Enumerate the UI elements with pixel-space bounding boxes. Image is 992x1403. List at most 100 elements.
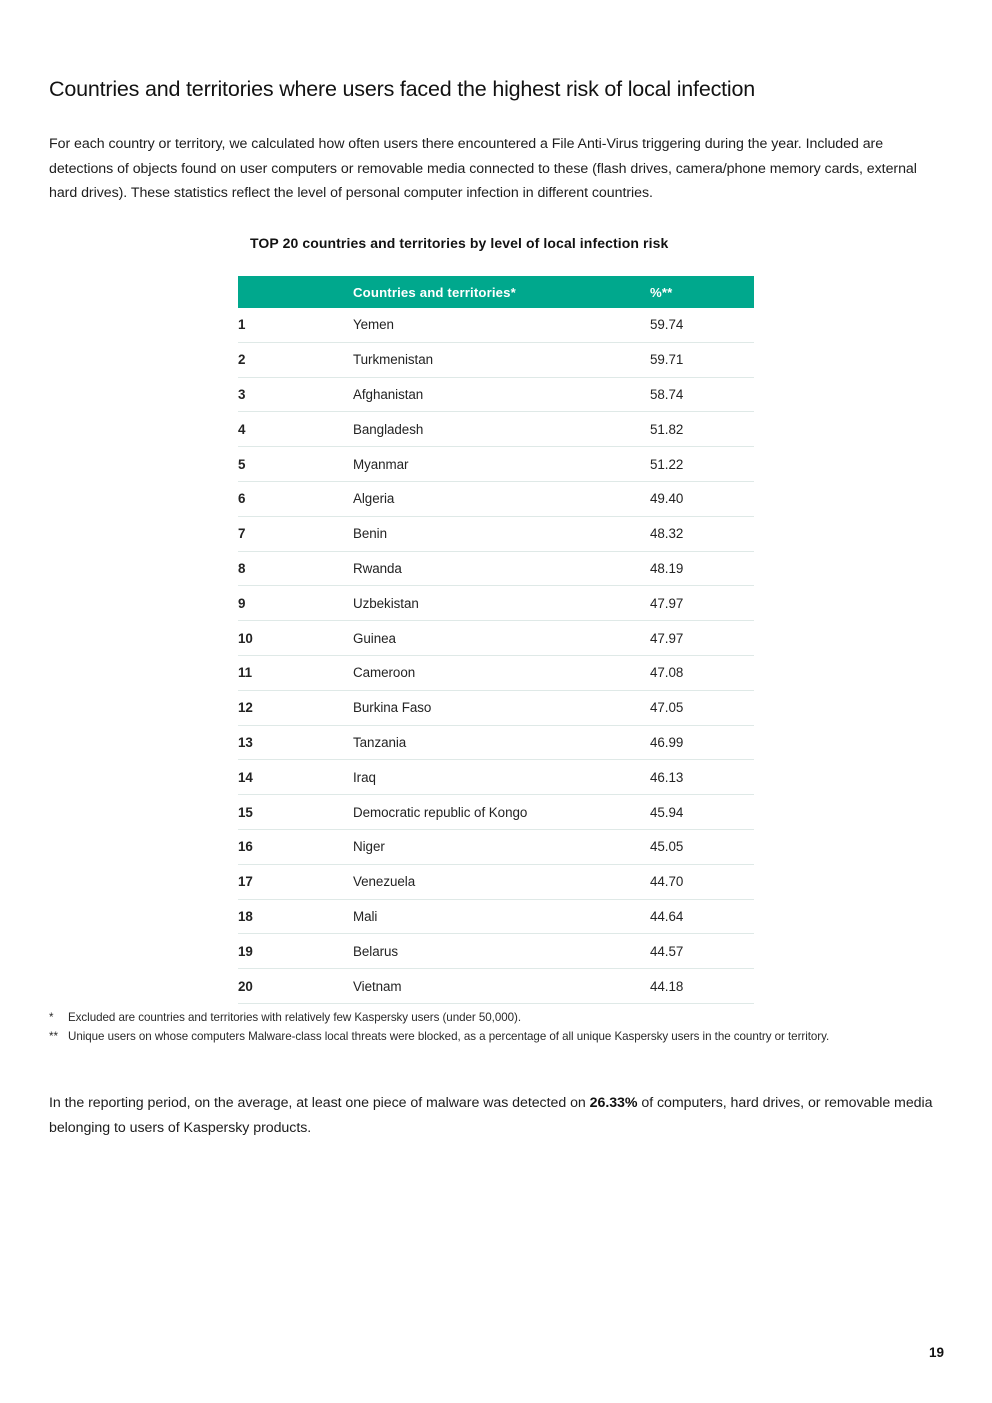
cell-rank: 17	[238, 874, 253, 890]
cell-country-name: Cameroon	[353, 665, 416, 681]
cell-rank: 3	[238, 386, 246, 402]
cell-rank: 2	[238, 352, 246, 368]
cell-percentage: 59.74	[650, 317, 684, 333]
page-number: 19	[928, 1345, 944, 1360]
cell-country-name: Turkmenistan	[353, 352, 434, 368]
table-row: 5 Myanmar 51.22	[238, 447, 754, 482]
table-row: 10 Guinea 47.97	[238, 621, 754, 656]
table-row: 17 Venezuela 44.70	[238, 864, 754, 900]
cell-percentage: 44.70	[650, 874, 684, 890]
cell-rank: 11	[238, 665, 253, 681]
cell-country-name: Rwanda	[353, 560, 402, 576]
cell-rank: 18	[238, 908, 253, 924]
cell-percentage: 51.82	[650, 421, 684, 437]
table-row: 2 Turkmenistan 59.71	[238, 342, 754, 378]
cell-percentage: 59.71	[650, 352, 684, 368]
cell-percentage: 51.22	[650, 456, 684, 472]
cell-country-name: Benin	[353, 526, 387, 542]
cell-percentage: 58.74	[650, 386, 684, 402]
cell-percentage: 45.05	[650, 839, 684, 855]
cell-rank: 8	[238, 560, 246, 576]
footnote-text: Unique users on whose computers Malware-…	[68, 1030, 830, 1043]
cell-percentage: 44.57	[650, 943, 684, 959]
cell-percentage: 45.94	[650, 804, 684, 820]
table-row: 12 Burkina Faso 47.05	[238, 690, 754, 726]
table-row: 16 Niger 45.05	[238, 829, 754, 865]
cell-percentage: 47.97	[650, 630, 684, 646]
cell-country-name: Bangladesh	[353, 421, 424, 437]
cell-percentage: 47.08	[650, 665, 684, 681]
closing-highlight-percentage: 26.33%	[589, 1095, 638, 1112]
cell-rank: 14	[238, 769, 253, 785]
footnote-text: Excluded are countries and territories w…	[68, 1011, 522, 1024]
table-row: 3 Afghanistan 58.74	[238, 377, 754, 412]
cell-country-name: Guinea	[353, 630, 396, 646]
column-header-countries: Countries and territories*	[353, 284, 516, 300]
table-body: 1 Yemen 59.74 2 Turkmenistan 59.71 3 Afghanista…	[238, 308, 754, 1004]
column-header-rank	[238, 276, 353, 308]
cell-percentage: 44.64	[650, 908, 684, 924]
closing-text-after: of computers, hard drives, or removable …	[49, 1095, 933, 1136]
table-row: 11 Cameroon 47.08	[238, 655, 754, 691]
intro-paragraph: For each country or territory, we calcul…	[49, 136, 917, 202]
table-row: 20 Vietnam 44.18	[238, 969, 754, 1004]
cell-percentage: 47.05	[650, 700, 684, 716]
closing-paragraph: In the reporting period, on the average,…	[49, 1091, 939, 1140]
footnote-marker: **	[49, 1030, 58, 1043]
cell-country-name: Mali	[353, 908, 378, 924]
cell-country-name: Tanzania	[353, 734, 407, 750]
table-caption: TOP 20 countries and territories by leve…	[250, 235, 669, 251]
table-row: 14 Iraq 46.13	[238, 760, 754, 795]
table-row: 7 Benin 48.32	[238, 516, 754, 552]
cell-percentage: 48.32	[650, 526, 684, 542]
cell-rank: 1	[238, 317, 246, 333]
cell-rank: 19	[238, 943, 253, 959]
table-row: 4 Bangladesh 51.82	[238, 412, 754, 447]
table-row: 6 Algeria 49.40	[238, 481, 754, 517]
footnote-line: * Excluded are countries and territories …	[49, 1008, 949, 1027]
page-title: Countries and territories where users fa…	[49, 77, 756, 102]
cell-percentage: 47.97	[650, 595, 684, 611]
cell-country-name: Democratic republic of Kongo	[353, 804, 528, 820]
cell-country-name: Yemen	[353, 317, 394, 333]
cell-country-name: Myanmar	[353, 456, 409, 472]
cell-country-name: Venezuela	[353, 874, 416, 890]
column-header-percent: %**	[650, 284, 673, 300]
cell-country-name: Burkina Faso	[353, 700, 432, 716]
closing-text-before: In the reporting period, on the average,…	[49, 1095, 590, 1112]
footnote-marker: *	[49, 1011, 54, 1024]
cell-percentage: 48.19	[650, 560, 684, 576]
cell-rank: 6	[238, 491, 246, 507]
cell-rank: 13	[238, 734, 253, 750]
table-header-row: Countries and territories* %**	[238, 276, 754, 308]
cell-country-name: Uzbekistan	[353, 595, 419, 611]
cell-rank: 4	[238, 421, 246, 437]
cell-rank: 7	[238, 526, 246, 542]
footnotes: * Excluded are countries and territories …	[49, 1008, 949, 1046]
table-row: 13 Tanzania 46.99	[238, 725, 754, 760]
cell-country-name: Vietnam	[353, 978, 402, 994]
cell-percentage: 49.40	[650, 491, 684, 507]
cell-percentage: 46.13	[650, 769, 684, 785]
table-row: 15 Democratic republic of Kongo 45.94	[238, 795, 754, 830]
cell-rank: 12	[238, 700, 253, 716]
cell-rank: 15	[238, 804, 253, 820]
cell-rank: 20	[238, 978, 253, 994]
cell-rank: 10	[238, 630, 253, 646]
cell-rank: 9	[238, 595, 246, 611]
footnote-line: ** Unique users on whose computers Malwar…	[49, 1027, 949, 1046]
table-row: 9 Uzbekistan 47.97	[238, 586, 754, 621]
cell-percentage: 44.18	[650, 978, 684, 994]
table-row: 8 Rwanda 48.19	[238, 551, 754, 586]
table-row: 1 Yemen 59.74	[238, 308, 754, 343]
cell-country-name: Afghanistan	[353, 386, 424, 402]
cell-country-name: Iraq	[353, 769, 376, 785]
cell-country-name: Belarus	[353, 943, 399, 959]
table-row: 19 Belarus 44.57	[238, 934, 754, 969]
cell-rank: 16	[238, 839, 253, 855]
table-row: 18 Mali 44.64	[238, 899, 754, 934]
cell-percentage: 46.99	[650, 734, 684, 750]
local-infection-risk-table: Countries and territories* %** 1 Yemen 59.…	[238, 276, 754, 1004]
cell-rank: 5	[238, 456, 246, 472]
